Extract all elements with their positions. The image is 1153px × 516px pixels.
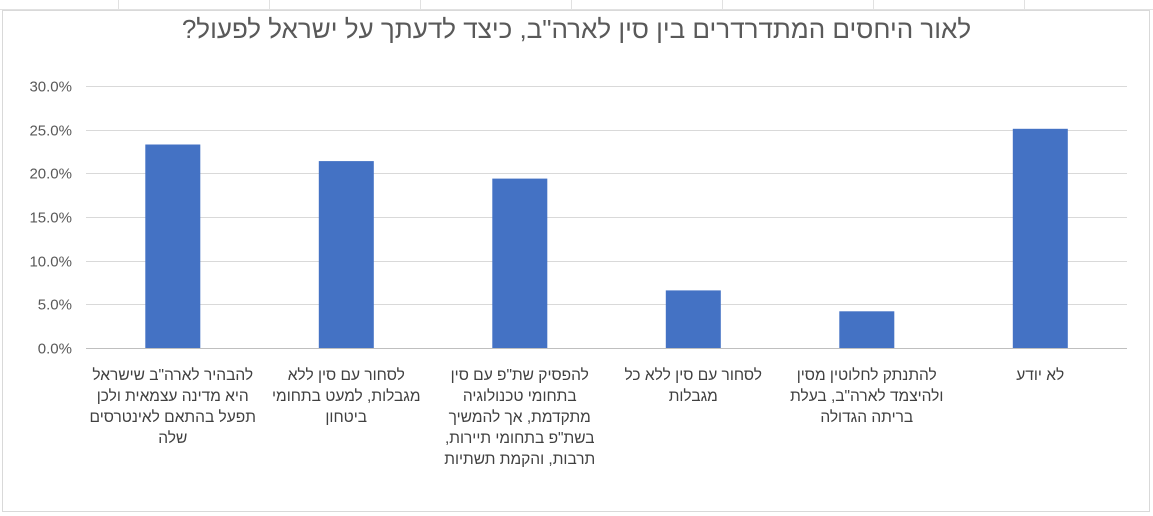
y-tick-label: 10.0% bbox=[29, 254, 72, 271]
bar[interactable] bbox=[839, 311, 895, 348]
x-tick-label: לא יודע bbox=[1016, 367, 1065, 384]
x-tick-label: לסחור עם סין ללא כל מגבלות bbox=[624, 367, 762, 405]
chart-title: לאור היחסים המתדרדרים בין סין לארה"ב, כי… bbox=[181, 14, 972, 44]
y-tick-label: 30.0% bbox=[29, 79, 72, 96]
bar[interactable] bbox=[1012, 128, 1068, 348]
x-tick-label: להתנתק לחלוטין מסין ולהיצמד לארה"ב, בעלת… bbox=[790, 367, 944, 426]
bar[interactable] bbox=[492, 178, 548, 348]
x-tick-label: להפסיק שת"פ עם סין בתחומי טכנולוגיה מתקד… bbox=[444, 367, 596, 468]
y-tick-label: 0.0% bbox=[38, 341, 72, 358]
y-tick-label: 5.0% bbox=[38, 297, 72, 314]
bar[interactable] bbox=[145, 144, 201, 349]
y-tick-label: 15.0% bbox=[29, 210, 72, 227]
bar[interactable] bbox=[318, 161, 374, 348]
y-tick-label: 20.0% bbox=[29, 166, 72, 183]
y-tick-label: 25.0% bbox=[29, 123, 72, 140]
x-tick-label: לסחור עם סין ללא מגבלות, למעט בתחומי ביט… bbox=[272, 367, 421, 426]
bar[interactable] bbox=[665, 290, 721, 348]
x-tick-label: להבהיר לארה"ב שישראל היא מדינה עצמאית ול… bbox=[89, 367, 256, 447]
